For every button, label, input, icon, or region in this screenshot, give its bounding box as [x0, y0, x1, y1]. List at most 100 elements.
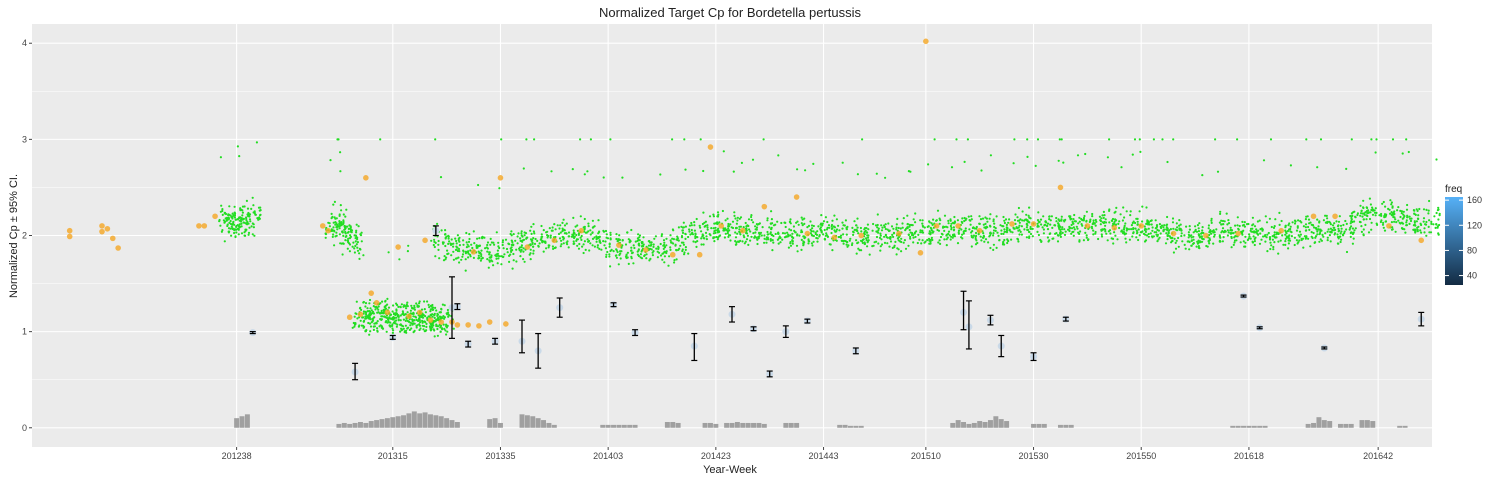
- green-point: [873, 241, 876, 244]
- green-point: [815, 236, 818, 240]
- green-point: [1061, 226, 1064, 229]
- green-point: [387, 251, 390, 254]
- green-point: [1060, 218, 1063, 221]
- green-point: [995, 215, 998, 218]
- ci-errorbar-series: [249, 225, 1425, 381]
- green-point: [1227, 222, 1231, 225]
- green-point: [593, 245, 597, 248]
- green-point: [376, 311, 379, 314]
- green-point: [863, 241, 866, 244]
- green-point: [994, 227, 997, 230]
- green-point: [1420, 231, 1423, 234]
- green-point: [1057, 159, 1060, 162]
- green-point: [238, 223, 241, 226]
- green-point: [1316, 233, 1319, 236]
- green-point: [880, 238, 883, 241]
- green-point: [827, 224, 831, 227]
- green-point: [735, 222, 739, 225]
- green-point: [432, 324, 435, 327]
- green-point: [416, 324, 419, 327]
- green-point: [1401, 152, 1404, 155]
- green-point: [1288, 234, 1291, 237]
- green-point: [851, 226, 854, 229]
- green-point: [1349, 214, 1352, 218]
- green-point: [379, 318, 382, 321]
- green-point: [693, 224, 696, 227]
- green-point: [1064, 230, 1067, 233]
- green-point: [341, 230, 344, 233]
- green-point: [982, 232, 985, 235]
- green-point: [1286, 235, 1289, 238]
- green-point: [1402, 210, 1405, 213]
- green-point: [650, 241, 653, 244]
- green-point: [654, 235, 658, 238]
- count-bar: [1041, 423, 1047, 428]
- green-point: [1190, 236, 1193, 239]
- orange-point: [99, 223, 105, 229]
- green-point: [546, 234, 549, 237]
- green-point: [1273, 231, 1276, 234]
- green-point: [1072, 234, 1075, 237]
- green-point: [1025, 222, 1028, 225]
- orange-point: [503, 321, 509, 327]
- green-point: [540, 233, 543, 236]
- green-point: [324, 236, 327, 239]
- green-point: [915, 230, 918, 233]
- green-point: [791, 236, 794, 239]
- green-point: [443, 304, 446, 307]
- green-point: [936, 228, 939, 232]
- green-point: [636, 250, 639, 253]
- green-point: [857, 247, 860, 250]
- green-point: [245, 222, 248, 225]
- green-point: [546, 230, 549, 233]
- green-point: [572, 229, 575, 232]
- green-point: [1398, 221, 1401, 224]
- green-point: [1274, 218, 1277, 221]
- green-point: [1132, 232, 1135, 235]
- green-point: [488, 251, 491, 254]
- green-point: [1200, 237, 1204, 240]
- green-point: [1368, 197, 1371, 200]
- green-point: [791, 239, 794, 242]
- green-point: [1085, 234, 1088, 237]
- legend-tick-label: 80: [1467, 245, 1477, 255]
- count-bar: [1230, 425, 1236, 428]
- green-point: [616, 240, 619, 243]
- green-point: [955, 138, 958, 141]
- green-point: [842, 233, 845, 236]
- green-point: [699, 138, 702, 141]
- green-point: [652, 243, 655, 246]
- green-point: [1108, 208, 1111, 211]
- orange-point: [1170, 230, 1177, 237]
- green-point: [583, 173, 586, 176]
- green-point: [829, 243, 832, 246]
- x-tick-label: 201335: [485, 451, 515, 461]
- green-point: [366, 307, 369, 310]
- green-point: [522, 247, 525, 250]
- green-point: [1087, 238, 1090, 241]
- green-point: [398, 258, 401, 261]
- green-point: [1317, 225, 1320, 228]
- green-point: [855, 228, 858, 231]
- green-point: [1151, 236, 1154, 239]
- green-point: [431, 322, 434, 325]
- green-point: [826, 220, 829, 224]
- green-point: [1408, 215, 1411, 218]
- green-point: [562, 236, 565, 239]
- green-point: [439, 324, 443, 327]
- green-point: [783, 236, 787, 239]
- green-point: [883, 224, 886, 227]
- green-point: [532, 223, 535, 226]
- green-point: [904, 247, 908, 250]
- green-point: [753, 235, 757, 238]
- green-point: [368, 317, 371, 320]
- green-point: [1085, 219, 1088, 222]
- orange-point: [578, 227, 585, 234]
- green-point: [1014, 222, 1017, 225]
- green-point: [744, 240, 747, 243]
- green-point: [907, 233, 910, 236]
- green-point: [727, 227, 730, 230]
- green-point: [967, 215, 970, 218]
- green-point: [703, 221, 706, 224]
- green-point: [856, 226, 859, 229]
